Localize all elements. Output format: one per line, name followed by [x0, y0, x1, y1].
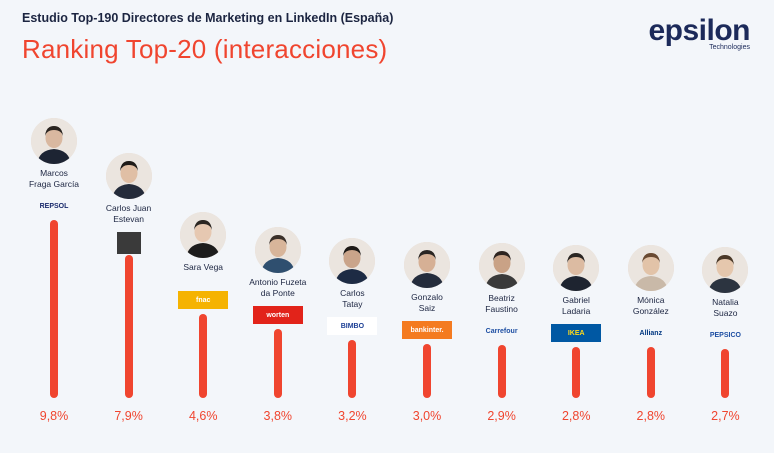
value-label: 7,9%: [114, 409, 143, 423]
company-logo: IKEA: [551, 324, 602, 342]
person-name: Antonio Fuzeta da Ponte: [230, 277, 326, 299]
person-name-line: Marcos: [40, 168, 68, 178]
value-label: 2,8%: [636, 409, 666, 423]
person-name-line: Carlos Juan: [105, 203, 152, 213]
value-bar: [721, 349, 730, 398]
bar-column: Mónica González Allianz 2,8%: [613, 0, 689, 453]
company-logo: fnac: [178, 291, 229, 309]
bar-column: Beatriz Faustino Carrefour 2,9%: [464, 0, 540, 453]
value-bar: [124, 255, 133, 398]
person-avatar: [627, 245, 674, 291]
person-avatar: [254, 227, 301, 273]
bar-column: Gabriel Ladaria IKEA 2,8%: [538, 0, 614, 453]
value-label: 2,7%: [711, 409, 740, 423]
value-label: 9,8%: [39, 409, 69, 423]
report-subtitle: Estudio Top-190 Directores de Marketing …: [22, 11, 394, 25]
epsilon-logo: epsilon Technologies: [648, 14, 750, 52]
person-avatar: [478, 243, 525, 289]
bar-column: Carlos Tatay BIMBO 3,2%: [314, 0, 390, 453]
person-name-line: Saiz: [418, 303, 436, 313]
bar-column: Marcos Fraga García REPSOL 9,8%: [16, 0, 92, 453]
person-name: Sara Vega: [155, 262, 251, 284]
person-avatar: [105, 153, 152, 199]
value-bar: [273, 329, 282, 398]
value-bar: [646, 347, 655, 398]
company-logo: Carrefour: [485, 327, 518, 335]
value-bar: [348, 340, 357, 398]
bar-column: Gonzalo Saiz bankinter. 3,0%: [389, 0, 465, 453]
person-name-line: da Ponte: [260, 288, 295, 298]
company-logo: REPSOL: [39, 202, 69, 210]
person-name: Carlos Juan Estevan: [81, 203, 177, 225]
company-logo: BIMBO: [327, 317, 378, 335]
person-avatar: [31, 118, 77, 164]
person-name-line: Mónica: [637, 295, 665, 305]
person-name-line: Faustino: [485, 304, 518, 314]
value-label: 2,9%: [487, 409, 516, 423]
company-logo: Allianz: [639, 329, 663, 337]
person-name-line: Carlos: [340, 288, 365, 298]
person-name-line: Natalia: [712, 297, 739, 307]
person-name-line: Fraga García: [28, 179, 80, 189]
company-logo: [116, 232, 141, 254]
value-label: 3,0%: [412, 409, 442, 423]
logo-tagline: Technologies: [709, 44, 750, 51]
person-name-line: Suazo: [713, 308, 738, 318]
person-name: Mónica González: [603, 295, 699, 317]
value-label: 2,8%: [561, 409, 591, 423]
person-name-line: Antonio Fuzeta: [249, 277, 307, 287]
value-bar: [572, 347, 581, 398]
value-label: 4,6%: [188, 409, 218, 423]
person-name: Marcos Fraga García: [6, 168, 102, 190]
value-bar: [199, 314, 208, 398]
bar-column: Carlos Juan Estevan 7,9%: [91, 0, 167, 453]
person-avatar: [180, 212, 227, 258]
bar-column: Natalia Suazo PEPSICO 2,7%: [687, 0, 763, 453]
person-avatar: [553, 245, 600, 291]
person-name-line: González: [632, 306, 669, 316]
person-name-line: Ladaria: [562, 306, 591, 316]
person-avatar: [404, 242, 450, 288]
value-label: 3,8%: [263, 409, 293, 423]
company-logo: bankinter.: [402, 321, 452, 339]
bar-column: Sara Vega fnac 4,6%: [165, 0, 241, 453]
person-name-line: Tatay: [342, 299, 363, 309]
value-bar: [50, 220, 58, 398]
bar-column: Antonio Fuzeta da Ponte worten 3,8%: [240, 0, 316, 453]
person-name-line: Estevan: [113, 214, 144, 224]
person-name-line: Gabriel: [562, 295, 590, 305]
person-name: Carlos Tatay: [304, 288, 400, 310]
person-avatar: [329, 238, 376, 284]
person-name: Gonzalo Saiz: [379, 292, 475, 314]
company-logo: PEPSICO: [709, 331, 741, 339]
person-name-line: Gonzalo: [411, 292, 443, 302]
person-avatar: [702, 247, 749, 293]
logo-name: epsilon: [648, 14, 750, 47]
person-name: Natalia Suazo: [677, 297, 773, 319]
company-logo: worten: [252, 306, 303, 324]
value-bar: [497, 345, 506, 398]
person-name: Beatriz Faustino: [454, 293, 550, 315]
value-bar: [423, 344, 431, 398]
person-name-line: Sara Vega: [183, 262, 224, 272]
person-name: Gabriel Ladaria: [528, 295, 624, 317]
person-name-line: Beatriz: [488, 293, 515, 303]
value-label: 3,2%: [338, 409, 367, 423]
chart-title: Ranking Top-20 (interacciones): [22, 34, 388, 64]
